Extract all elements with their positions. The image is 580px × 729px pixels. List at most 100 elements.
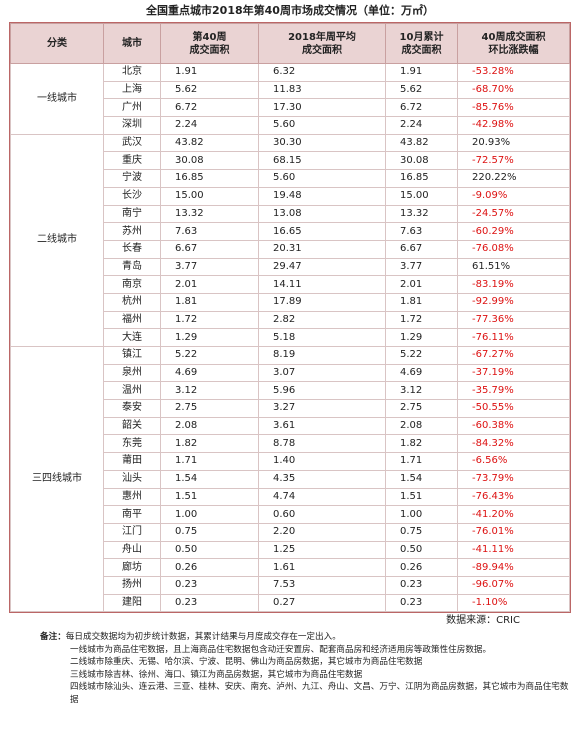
value-cell: 3.07 bbox=[258, 363, 386, 383]
value-cell: 43.82 bbox=[385, 133, 458, 153]
note-line: 备注：每日成交数据均为初步统计数据，其累计结果与月度成交存在一定出入。 bbox=[40, 631, 570, 644]
value-cell: 2.08 bbox=[385, 416, 458, 436]
city-cell: 舟山 bbox=[103, 540, 161, 560]
value-cell: 6.67 bbox=[160, 239, 259, 259]
header-line: 环比涨跌幅 bbox=[488, 44, 539, 56]
value-cell: -73.79% bbox=[457, 469, 570, 489]
value-cell: 68.15 bbox=[258, 151, 386, 171]
note-text: 四线城市除汕头、连云港、三亚、桂林、安庆、南充、泸州、九江、舟山、文昌、万宁、江… bbox=[70, 682, 569, 705]
value-cell: 4.69 bbox=[160, 363, 259, 383]
value-cell: 16.85 bbox=[160, 169, 259, 188]
value-cell: 2.08 bbox=[160, 416, 259, 436]
table-frame: 分类 城市 第40周 成交面积 2018年周平均 成交面积 10月累计 成交面积 40周成交面积… bbox=[9, 22, 571, 614]
note-line: 三线城市除吉林、徐州、海口、镇江为商品房数据，其它城市为商品住宅数据 bbox=[70, 669, 570, 682]
value-cell: 1.00 bbox=[385, 505, 458, 524]
city-cell: 长春 bbox=[103, 239, 161, 259]
value-cell: 8.19 bbox=[258, 346, 386, 365]
value-cell: 4.69 bbox=[385, 363, 458, 383]
value-cell: 0.50 bbox=[385, 540, 458, 560]
source: 数据来源：CRIC bbox=[446, 615, 520, 627]
value-cell: 43.82 bbox=[160, 133, 259, 153]
value-cell: 220.22% bbox=[457, 169, 570, 188]
value-cell: 0.23 bbox=[160, 593, 259, 613]
table-row: 扬州 0.23 7.53 0.23 -96.07% bbox=[11, 575, 570, 595]
city-cell: 杭州 bbox=[103, 292, 161, 312]
category-cell: 一线城市 bbox=[10, 63, 104, 135]
value-cell: 5.60 bbox=[258, 116, 386, 135]
value-cell: -92.99% bbox=[457, 292, 570, 312]
value-cell: 15.00 bbox=[160, 186, 259, 206]
value-cell: -76.08% bbox=[457, 239, 570, 259]
value-cell: 0.23 bbox=[385, 575, 458, 595]
value-cell: 2.75 bbox=[385, 399, 458, 418]
value-cell: -76.11% bbox=[457, 328, 570, 347]
value-cell: 1.81 bbox=[385, 292, 458, 312]
category-cell: 三四线城市 bbox=[10, 345, 104, 613]
city-cell: 武汉 bbox=[103, 133, 161, 153]
value-cell: 0.23 bbox=[385, 593, 458, 613]
value-cell: 15.00 bbox=[385, 186, 458, 206]
city-cell: 廊坊 bbox=[103, 558, 161, 577]
value-cell: -24.57% bbox=[457, 204, 570, 224]
value-cell: -35.79% bbox=[457, 381, 570, 401]
header-line: 2018年周平均 bbox=[288, 31, 356, 43]
value-cell: 1.91 bbox=[160, 63, 259, 82]
value-cell: 5.60 bbox=[258, 169, 386, 188]
header-cell: 2018年周平均 成交面积 bbox=[258, 23, 386, 64]
value-cell: 14.11 bbox=[258, 275, 386, 294]
value-cell: 1.54 bbox=[160, 469, 259, 489]
value-cell: -41.20% bbox=[457, 505, 570, 524]
value-cell: 30.30 bbox=[258, 133, 386, 153]
header-cell: 第40周 成交面积 bbox=[160, 23, 259, 64]
value-cell: 11.83 bbox=[258, 80, 386, 100]
value-cell: 2.82 bbox=[258, 310, 386, 330]
header-line: 40周成交面积 bbox=[481, 31, 546, 43]
value-cell: 0.26 bbox=[160, 558, 259, 577]
table-row: 东莞 1.82 8.78 1.82 -84.32% bbox=[11, 434, 570, 454]
value-cell: 20.31 bbox=[258, 239, 386, 259]
city-cell: 韶关 bbox=[103, 416, 161, 436]
city-cell: 南宁 bbox=[103, 204, 161, 224]
table-row: 温州 3.12 5.96 3.12 -35.79% bbox=[11, 381, 570, 401]
value-cell: 1.72 bbox=[160, 310, 259, 330]
value-cell: 30.08 bbox=[385, 151, 458, 171]
value-cell: 0.23 bbox=[160, 575, 259, 595]
value-cell: 5.62 bbox=[160, 80, 259, 100]
table-row: 舟山 0.50 1.25 0.50 -41.11% bbox=[11, 540, 570, 560]
city-cell: 东莞 bbox=[103, 434, 161, 454]
table-row: 二线城市 武汉 43.82 30.30 43.82 20.93% bbox=[10, 133, 570, 348]
value-cell: 13.08 bbox=[258, 204, 386, 224]
value-cell: 6.72 bbox=[385, 98, 458, 118]
city-cell: 建阳 bbox=[103, 593, 161, 613]
value-cell: 7.63 bbox=[385, 222, 458, 241]
city-cell: 广州 bbox=[103, 98, 161, 118]
value-cell: 3.12 bbox=[385, 381, 458, 401]
value-cell: 29.47 bbox=[258, 257, 386, 277]
notes-label: 备注： bbox=[40, 632, 66, 643]
city-cell: 北京 bbox=[103, 63, 161, 82]
table-row: 福州 1.72 2.82 1.72 -77.36% bbox=[11, 310, 570, 330]
header-line: 城市 bbox=[122, 38, 142, 49]
city-cell: 莆田 bbox=[103, 452, 161, 471]
value-cell: -77.36% bbox=[457, 310, 570, 330]
value-cell: -9.09% bbox=[457, 186, 570, 206]
note-line: 一线城市为商品住宅数据，且上海商品住宅数据包含动迁安置房、配套商品房和经济适用房… bbox=[70, 644, 570, 657]
value-cell: 3.61 bbox=[258, 416, 386, 436]
table-row: 上海 5.62 11.83 5.62 -68.70% bbox=[11, 80, 570, 100]
value-cell: 1.82 bbox=[385, 434, 458, 454]
note-line: 二线城市除重庆、无锡、哈尔滨、宁波、昆明、佛山为商品房数据，其它城市为商品住宅数… bbox=[70, 656, 570, 669]
value-cell: 3.77 bbox=[385, 257, 458, 277]
table-row: 广州 6.72 17.30 6.72 -85.76% bbox=[11, 98, 570, 118]
header-line: 成交面积 bbox=[401, 44, 442, 56]
city-cell: 泉州 bbox=[103, 363, 161, 383]
value-cell: -76.01% bbox=[457, 522, 570, 542]
value-cell: 1.29 bbox=[385, 328, 458, 347]
city-cell: 长沙 bbox=[103, 186, 161, 206]
value-cell: -1.10% bbox=[457, 593, 570, 613]
value-cell: 13.32 bbox=[160, 204, 259, 224]
value-cell: 2.75 bbox=[160, 399, 259, 418]
value-cell: 1.81 bbox=[160, 292, 259, 312]
value-cell: -37.19% bbox=[457, 363, 570, 383]
table-row: 建阳 0.23 0.27 0.23 -1.10% bbox=[11, 593, 570, 613]
